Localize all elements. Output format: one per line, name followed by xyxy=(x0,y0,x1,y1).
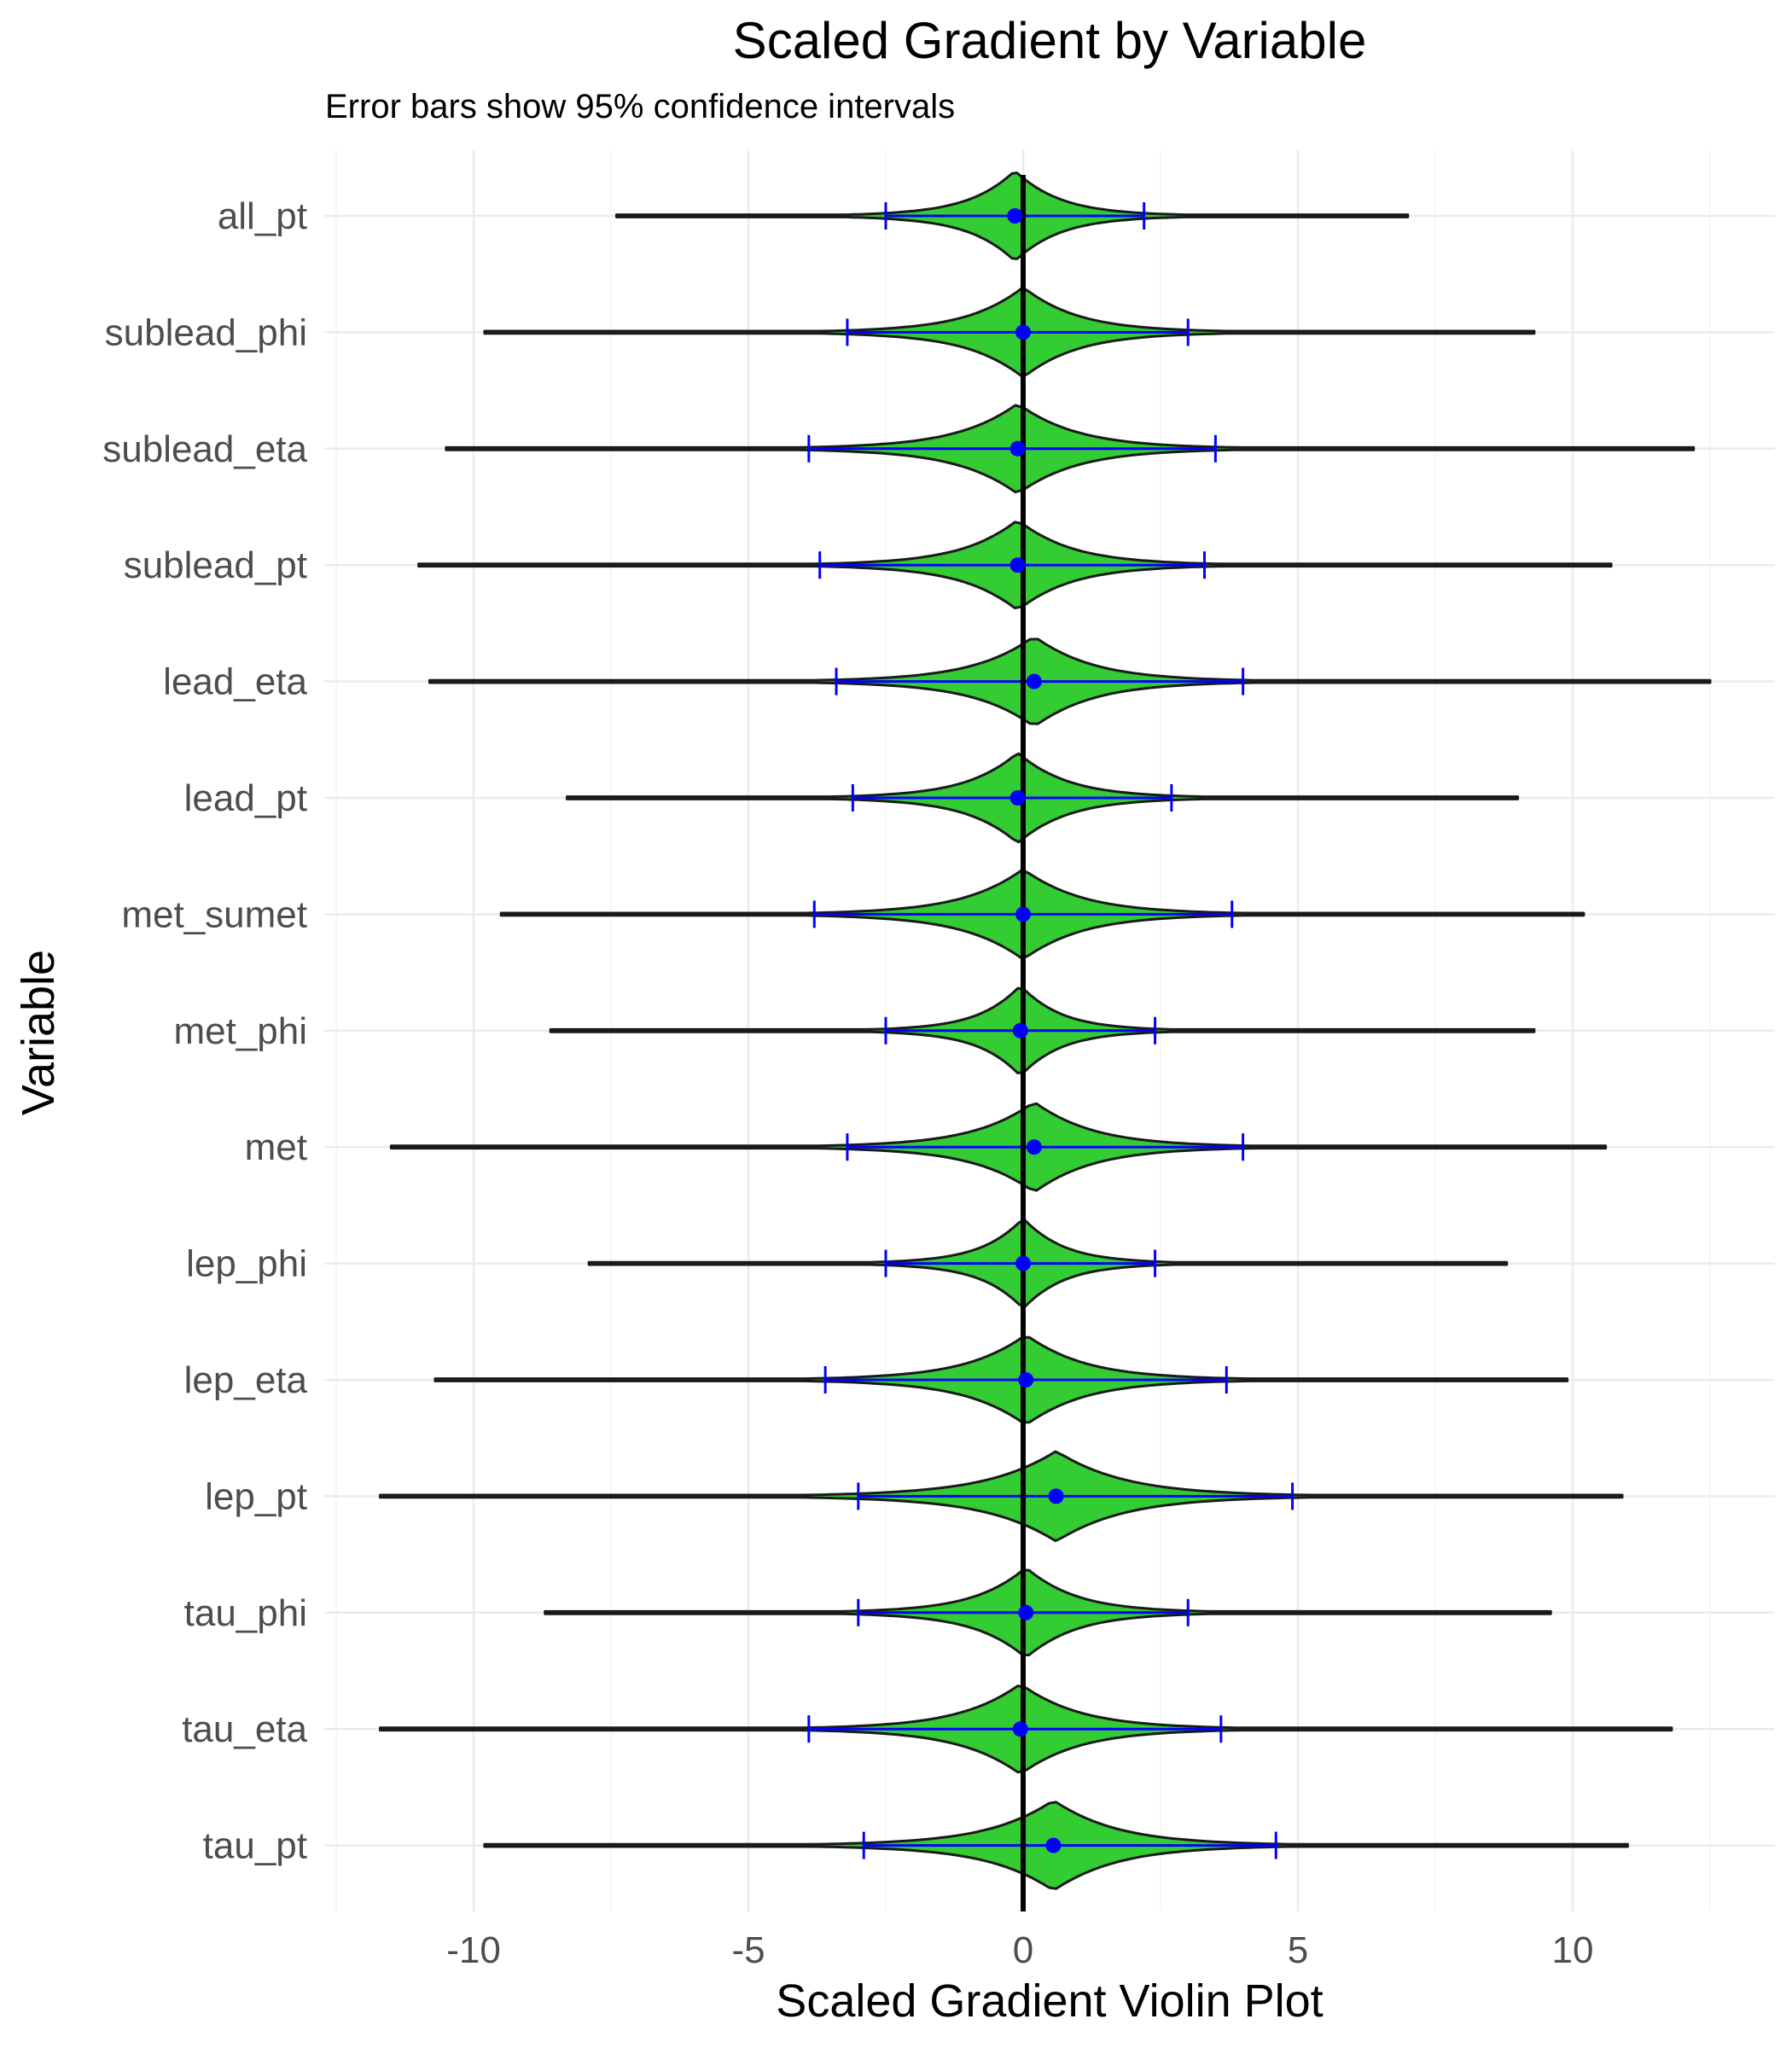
x-tick-labels: -10 -5 0 5 10 xyxy=(446,1929,1593,1971)
y-tick-label: met_sumet xyxy=(121,893,307,935)
y-tick-labels: all_pt sublead_phi sublead_eta sublead_ptle… xyxy=(102,195,307,1867)
y-tick-label: lep_phi xyxy=(186,1243,307,1285)
mean-point-lep_pt xyxy=(1048,1488,1064,1504)
mean-point-tau_pt xyxy=(1045,1837,1062,1853)
y-tick-label: lead_eta xyxy=(163,661,307,703)
y-tick-label: met xyxy=(245,1126,307,1168)
y-tick-label: met_phi xyxy=(173,1010,307,1052)
chart-subtitle: Error bars show 95% confidence intervals xyxy=(325,88,955,125)
x-tick-label: -5 xyxy=(731,1929,765,1971)
y-tick-label: tau_eta xyxy=(182,1708,307,1750)
y-tick-label: sublead_eta xyxy=(102,428,307,470)
mean-point-sublead_pt xyxy=(1009,557,1026,573)
mean-point-sublead_phi xyxy=(1015,324,1031,340)
mean-point-met_sumet xyxy=(1015,906,1031,922)
y-axis-title: Variable xyxy=(13,950,64,1115)
mean-point-tau_phi xyxy=(1018,1604,1034,1620)
mean-point-met_phi xyxy=(1012,1022,1028,1039)
y-tick-label: sublead_phi xyxy=(105,311,307,353)
mean-point-lep_eta xyxy=(1018,1372,1034,1388)
y-tick-label: tau_phi xyxy=(184,1592,307,1634)
violins xyxy=(379,172,1712,1911)
x-tick-label: 10 xyxy=(1552,1929,1594,1971)
x-tick-label: -10 xyxy=(446,1929,501,1971)
x-tick-label: 5 xyxy=(1288,1929,1308,1971)
mean-point-tau_eta xyxy=(1012,1721,1028,1737)
x-tick-label: 0 xyxy=(1013,1929,1033,1971)
y-tick-label: tau_pt xyxy=(203,1825,307,1867)
mean-point-all_pt xyxy=(1007,208,1023,224)
mean-point-met xyxy=(1026,1139,1042,1155)
mean-point-lead_eta xyxy=(1026,673,1042,689)
chart-title: Scaled Gradient by Variable xyxy=(733,12,1367,69)
mean-point-lep_phi xyxy=(1015,1255,1031,1271)
x-axis-title: Scaled Gradient Violin Plot xyxy=(776,1975,1323,2027)
mean-point-lead_pt xyxy=(1009,790,1026,806)
y-tick-label: lead_pt xyxy=(184,777,307,819)
y-tick-label: all_pt xyxy=(218,195,307,237)
mean-point-sublead_eta xyxy=(1009,440,1026,457)
y-tick-label: sublead_pt xyxy=(124,544,307,586)
y-tick-label: lep_eta xyxy=(184,1359,308,1401)
y-tick-label: lep_pt xyxy=(205,1475,307,1517)
